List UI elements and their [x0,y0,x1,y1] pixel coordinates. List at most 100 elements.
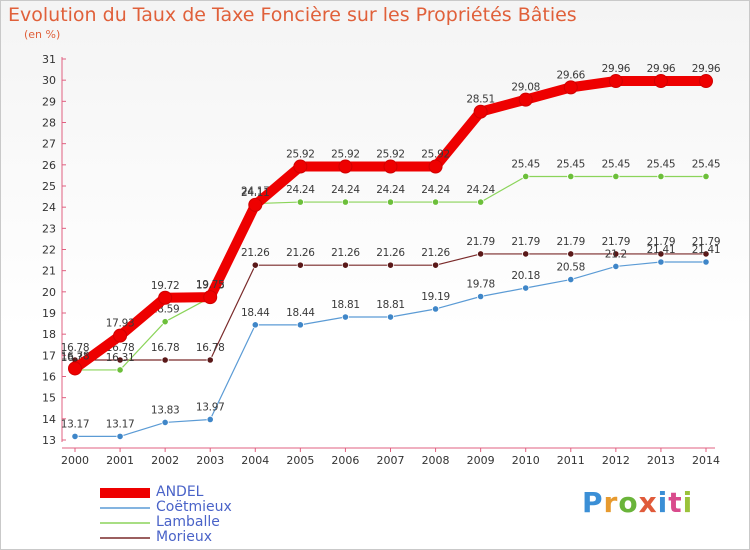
y-tick-label: 26 [42,159,56,172]
x-tick-label: 2000 [61,454,89,467]
data-point-morieux [702,250,710,258]
data-point-morieux [206,356,214,364]
data-label-andel: 28.51 [466,94,495,106]
data-label-andel: 25.92 [421,149,450,161]
y-tick-label: 23 [42,222,56,235]
data-label-andel: 29.96 [647,63,676,75]
chart-title: Evolution du Taux de Taxe Foncière sur l… [8,4,577,26]
series-line-andel [70,76,711,374]
data-point-cotmieux [206,415,214,424]
chart-unit-label: (en %) [24,28,61,41]
logo-letter: x [638,486,658,519]
y-tick-label: 19 [42,307,56,320]
data-label-andel: 29.66 [557,69,586,81]
data-point-morieux [431,261,440,269]
y-tick-label: 29 [42,95,56,108]
x-tick-label: 2011 [557,454,585,467]
y-tick-label: 15 [42,392,56,405]
data-point-morieux [251,261,259,269]
y-tick-label: 27 [42,138,56,151]
data-point-cotmieux [116,432,124,441]
data-point-cotmieux [386,313,395,321]
data-label-cotmieux: 13.83 [151,404,180,416]
data-point-cotmieux [522,284,530,292]
data-point-lamballe [522,172,530,181]
data-point-cotmieux [161,418,169,427]
legend-label-morieux: Morieux [156,529,213,545]
x-tick-label: 2012 [602,454,630,467]
data-point-cotmieux [567,275,575,284]
x-tick-label: 2004 [241,454,269,467]
logo-letter: i [682,486,694,519]
data-point-morieux [612,250,620,258]
data-point-andel [248,197,263,212]
data-label-cotmieux: 21.2 [605,248,627,260]
data-label-andel: 19.75 [196,279,225,291]
y-tick-label: 13 [42,434,56,447]
data-point-andel [428,159,443,174]
data-point-cotmieux [612,262,620,271]
data-point-morieux [522,250,530,258]
y-tick-label: 18 [42,328,56,341]
data-point-cotmieux [431,305,440,313]
y-tick-label: 28 [42,117,56,130]
data-label-cotmieux: 18.44 [241,307,270,319]
data-label-andel: 19.72 [151,280,180,292]
data-label-lamballe: 25.45 [511,158,540,170]
data-label-cotmieux: 13.17 [61,418,90,430]
data-point-lamballe [296,198,304,206]
data-label-morieux: 16.78 [196,342,225,354]
data-label-morieux: 21.79 [647,236,676,248]
data-label-cotmieux: 18.44 [286,307,315,319]
data-point-morieux [161,356,169,364]
data-point-cotmieux [251,321,259,329]
data-label-lamballe: 16.31 [106,352,135,364]
y-tick-label: 17 [42,349,56,362]
legend-swatch-lamballe [100,522,150,524]
data-label-lamballe: 24.24 [466,184,495,196]
data-point-cotmieux [657,258,665,266]
logo-letter: r [603,486,619,519]
data-label-lamballe: 25.45 [602,158,631,170]
logo-letter: P [582,486,604,519]
chart-legend: ANDEL Coëtmieux Lamballe Morieux [100,485,232,545]
x-tick-label: 2002 [151,454,179,467]
data-label-cotmieux: 19.78 [466,278,495,290]
legend-label-coetmieux: Coëtmieux [156,499,232,515]
x-tick-label: 2010 [512,454,540,467]
data-label-cotmieux: 13.97 [196,401,225,413]
data-label-cotmieux: 18.81 [376,299,405,311]
proxiti-logo: Proxiti [582,486,693,519]
legend-swatch-andel [100,488,150,498]
data-label-lamballe: 25.45 [647,158,676,170]
data-label-cotmieux: 20.18 [511,270,540,282]
data-point-lamballe [386,198,395,206]
data-label-andel: 25.92 [331,149,360,161]
data-point-lamballe [567,172,575,181]
x-tick-label: 2001 [106,454,134,467]
data-label-cotmieux: 18.81 [331,299,360,311]
data-label-morieux: 21.26 [286,247,315,259]
data-point-lamballe [657,172,665,181]
data-point-lamballe [116,366,124,374]
legend-item-morieux: Morieux [100,530,232,545]
data-label-morieux: 21.79 [692,236,721,248]
logo-letter: t [668,486,683,519]
data-label-lamballe: 25.45 [692,158,721,170]
data-label-andel: 29.96 [602,63,631,75]
data-label-andel: 29.96 [692,63,721,75]
data-point-andel [518,92,533,107]
legend-swatch-morieux [100,537,150,539]
data-point-andel [383,159,398,174]
data-label-cotmieux: 20.58 [557,262,586,274]
data-label-morieux: 21.79 [602,236,631,248]
data-point-andel [699,74,713,89]
data-point-morieux [386,261,395,269]
data-label-cotmieux: 21.41 [647,244,676,256]
data-label-andel: 29.08 [511,82,540,94]
data-point-cotmieux [702,258,710,266]
data-label-andel: 25.92 [376,149,405,161]
logo-letter: i [657,486,669,519]
